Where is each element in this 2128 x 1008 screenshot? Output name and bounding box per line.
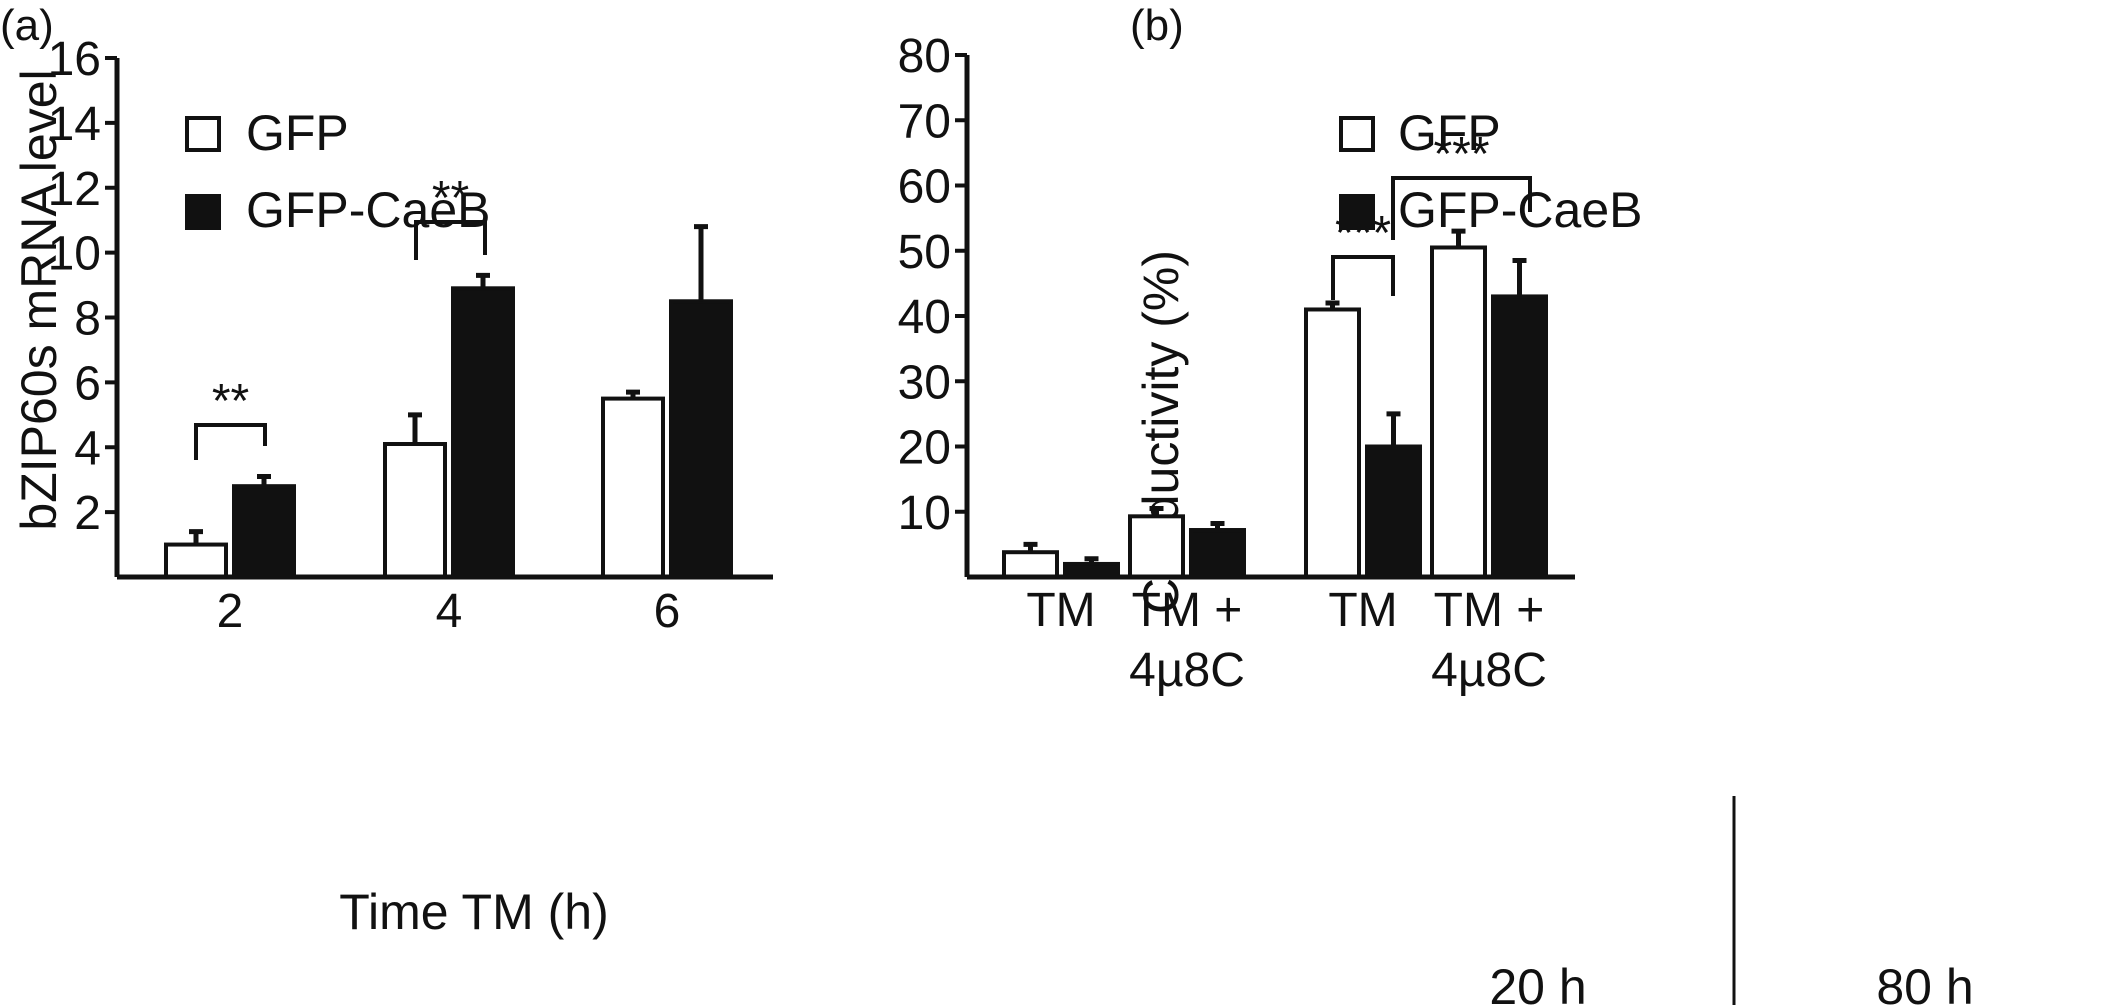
- error-bar-gfp-caeb-0: [257, 473, 271, 487]
- group-label-20h: 20 h: [1489, 959, 1586, 1008]
- bar-gfp-caeb-3: [1491, 294, 1548, 579]
- panel-b-label: (b): [1130, 1, 1184, 50]
- y-tick-label-30: 30: [898, 356, 951, 409]
- y-tick-label-40: 40: [898, 291, 951, 344]
- y-tick-label-10: 10: [48, 228, 101, 281]
- panel-a-legend: GFP GFP-CaeB: [185, 105, 491, 238]
- legend-swatch-gfp-caeb: [185, 194, 221, 230]
- panel-b-x-ticks: TM TM + 4µ8C TM TM + 4µ8C: [1026, 584, 1547, 697]
- y-tick-label-50: 50: [898, 226, 951, 279]
- y-tick-label-80: 80: [898, 30, 951, 83]
- error-bar-gfp-caeb-2: [1386, 411, 1401, 447]
- panel-b-legend: GFP GFP-CaeB: [1339, 105, 1643, 238]
- panel-a-y-ticks: 2 4 6 8 10 12 14 16: [48, 33, 117, 540]
- bar-gfp-caeb-1: [1189, 528, 1246, 580]
- x-tick-label-0: TM: [1026, 584, 1095, 637]
- error-bar-gfp-1: [1149, 505, 1164, 517]
- error-bar-gfp-caeb-2: [694, 224, 708, 302]
- bar-gfp-1: [1128, 514, 1185, 580]
- error-bar-gfp-caeb-3: [1512, 258, 1527, 297]
- error-bar-gfp-caeb-1: [476, 272, 490, 289]
- bar-gfp-1: [383, 442, 447, 579]
- x-tick-label-2: 6: [654, 585, 681, 638]
- bar-gfp-0: [1002, 550, 1059, 580]
- x-tick-label-3-line-0: TM +: [1434, 584, 1545, 637]
- y-tick-label-16: 16: [48, 33, 101, 86]
- bar-gfp-0: [164, 542, 228, 579]
- panel-a-x-axis-title: Time TM (h): [339, 884, 608, 940]
- panel-b-axes: [964, 55, 1575, 580]
- panel-a-axes: [114, 58, 773, 580]
- bar-gfp-caeb-2: [669, 299, 733, 579]
- y-tick-label-8: 8: [74, 293, 101, 346]
- panel-a-bzip60-chart: (a) bZIP60s mRNA level Time TM (h) 2 4 6 8 1…: [0, 1, 773, 940]
- significance-bracket-1: [1391, 176, 1532, 240]
- bar-gfp-caeb-2: [1365, 444, 1422, 579]
- panel-a-y-axis-title: bZIP60s mRNA level: [11, 69, 67, 530]
- error-bar-gfp-2: [626, 389, 640, 399]
- panel-a-bars: [164, 224, 733, 579]
- y-tick-label-10: 10: [898, 487, 951, 540]
- bar-gfp-caeb-0: [232, 484, 296, 579]
- x-tick-label-3-line-1: 4µ8C: [1431, 644, 1547, 697]
- error-bar-gfp-1: [408, 412, 422, 445]
- panel-a-significance: ** **: [194, 172, 487, 460]
- significance-bracket-1: [414, 220, 487, 260]
- legend-swatch-gfp: [185, 116, 221, 152]
- y-tick-label-2: 2: [74, 487, 101, 540]
- significance-bracket-0: [194, 423, 267, 460]
- error-bar-gfp-2: [1325, 300, 1340, 310]
- group-label-80h: 80 h: [1876, 959, 1973, 1008]
- y-tick-label-4: 4: [74, 422, 101, 475]
- error-bar-gfp-0: [1023, 541, 1038, 553]
- x-tick-label-0: 2: [217, 585, 244, 638]
- panel-a-label: (a): [0, 1, 54, 50]
- error-bar-gfp-0: [189, 529, 203, 545]
- legend-label-gfp: GFP: [1398, 105, 1501, 161]
- legend-swatch-gfp-caeb: [1339, 194, 1375, 230]
- error-bar-gfp-caeb-1: [1210, 520, 1225, 531]
- legend-swatch-gfp: [1339, 116, 1375, 152]
- y-tick-label-14: 14: [48, 98, 101, 151]
- bar-gfp-caeb-1: [451, 286, 515, 579]
- significance-label-1: ***: [1433, 128, 1489, 181]
- y-tick-label-60: 60: [898, 161, 951, 214]
- legend-label-gfp-caeb: GFP-CaeB: [1398, 182, 1643, 238]
- legend-label-gfp: GFP: [246, 105, 349, 161]
- panel-b-bars: [1002, 228, 1548, 580]
- x-tick-label-1: 4: [436, 585, 463, 638]
- y-tick-label-6: 6: [74, 357, 101, 410]
- error-bar-gfp-3: [1451, 228, 1466, 248]
- legend-label-gfp-caeb: GFP-CaeB: [246, 182, 491, 238]
- x-tick-label-1-line-0: TM +: [1132, 584, 1243, 637]
- significance-label-0: **: [212, 375, 249, 428]
- x-tick-label-2: TM: [1328, 584, 1397, 637]
- x-tick-label-1-line-1: 4µ8C: [1129, 644, 1245, 697]
- error-bar-gfp-caeb-0: [1084, 556, 1099, 564]
- y-tick-label-20: 20: [898, 422, 951, 475]
- significance-bracket-0: [1331, 255, 1395, 300]
- panel-a-x-ticks: 2 4 6: [217, 585, 681, 638]
- panel-b-y-ticks: 10 20 30 40 50 60 70 80: [898, 30, 967, 540]
- y-tick-label-12: 12: [48, 163, 101, 216]
- y-tick-label-70: 70: [898, 95, 951, 148]
- bar-gfp-3: [1430, 245, 1487, 580]
- bar-gfp-2: [601, 396, 665, 579]
- bar-gfp-2: [1304, 307, 1361, 579]
- significance-label-1: **: [432, 172, 469, 225]
